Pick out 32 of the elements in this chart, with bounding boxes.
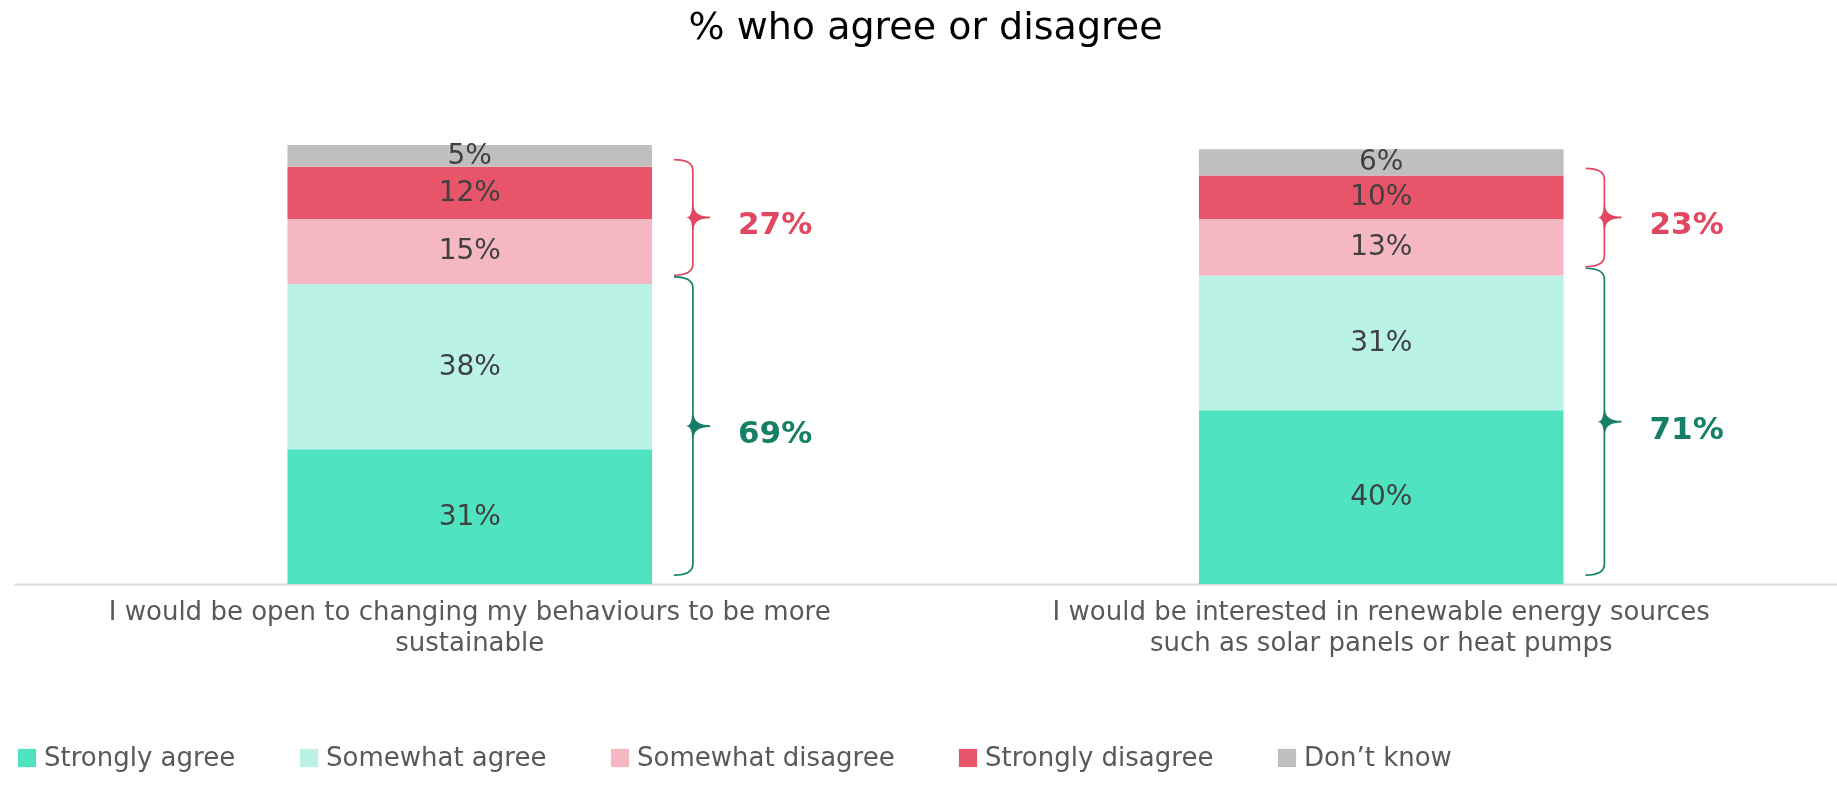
- chart-title: % who agree or disagree: [688, 3, 1163, 48]
- annotation: 23%: [1649, 205, 1724, 242]
- bar: [287, 284, 653, 450]
- data-label: 31%: [438, 498, 501, 532]
- data-label: 6%: [1359, 144, 1404, 178]
- bar: [287, 145, 653, 167]
- data-label: 5%: [447, 137, 492, 171]
- x-tick-label: I would be interested in renewable energy sources such as solar panels or heat pumps: [1052, 595, 1710, 657]
- legend-label: Don’t know: [1304, 742, 1452, 772]
- legend-label: Somewhat disagree: [637, 742, 895, 772]
- annotation: 71%: [1649, 409, 1724, 446]
- data-label: 40%: [1350, 479, 1413, 513]
- data-label: 31%: [1350, 324, 1413, 358]
- data-label: 13%: [1350, 229, 1413, 263]
- data-label: 38%: [438, 348, 501, 382]
- legend-label: Somewhat agree: [326, 742, 547, 772]
- annotation: 69%: [738, 414, 813, 451]
- data-label: 12%: [438, 174, 501, 208]
- legend-label: Strongly disagree: [985, 742, 1214, 772]
- bar: [1198, 149, 1564, 176]
- bar: [287, 449, 653, 584]
- bar: [287, 166, 653, 219]
- bar: [1198, 175, 1564, 219]
- bar: [1198, 275, 1564, 411]
- legend-label: Strongly agree: [44, 742, 236, 772]
- bar: [1198, 410, 1564, 584]
- annotation: 27%: [738, 205, 813, 242]
- bar: [287, 218, 653, 285]
- bar: [1198, 218, 1564, 276]
- data-label: 10%: [1350, 179, 1413, 213]
- data-label: 15%: [438, 233, 501, 267]
- x-tick-label: I would be open to changing my behaviours to be more sustainable: [108, 595, 831, 657]
